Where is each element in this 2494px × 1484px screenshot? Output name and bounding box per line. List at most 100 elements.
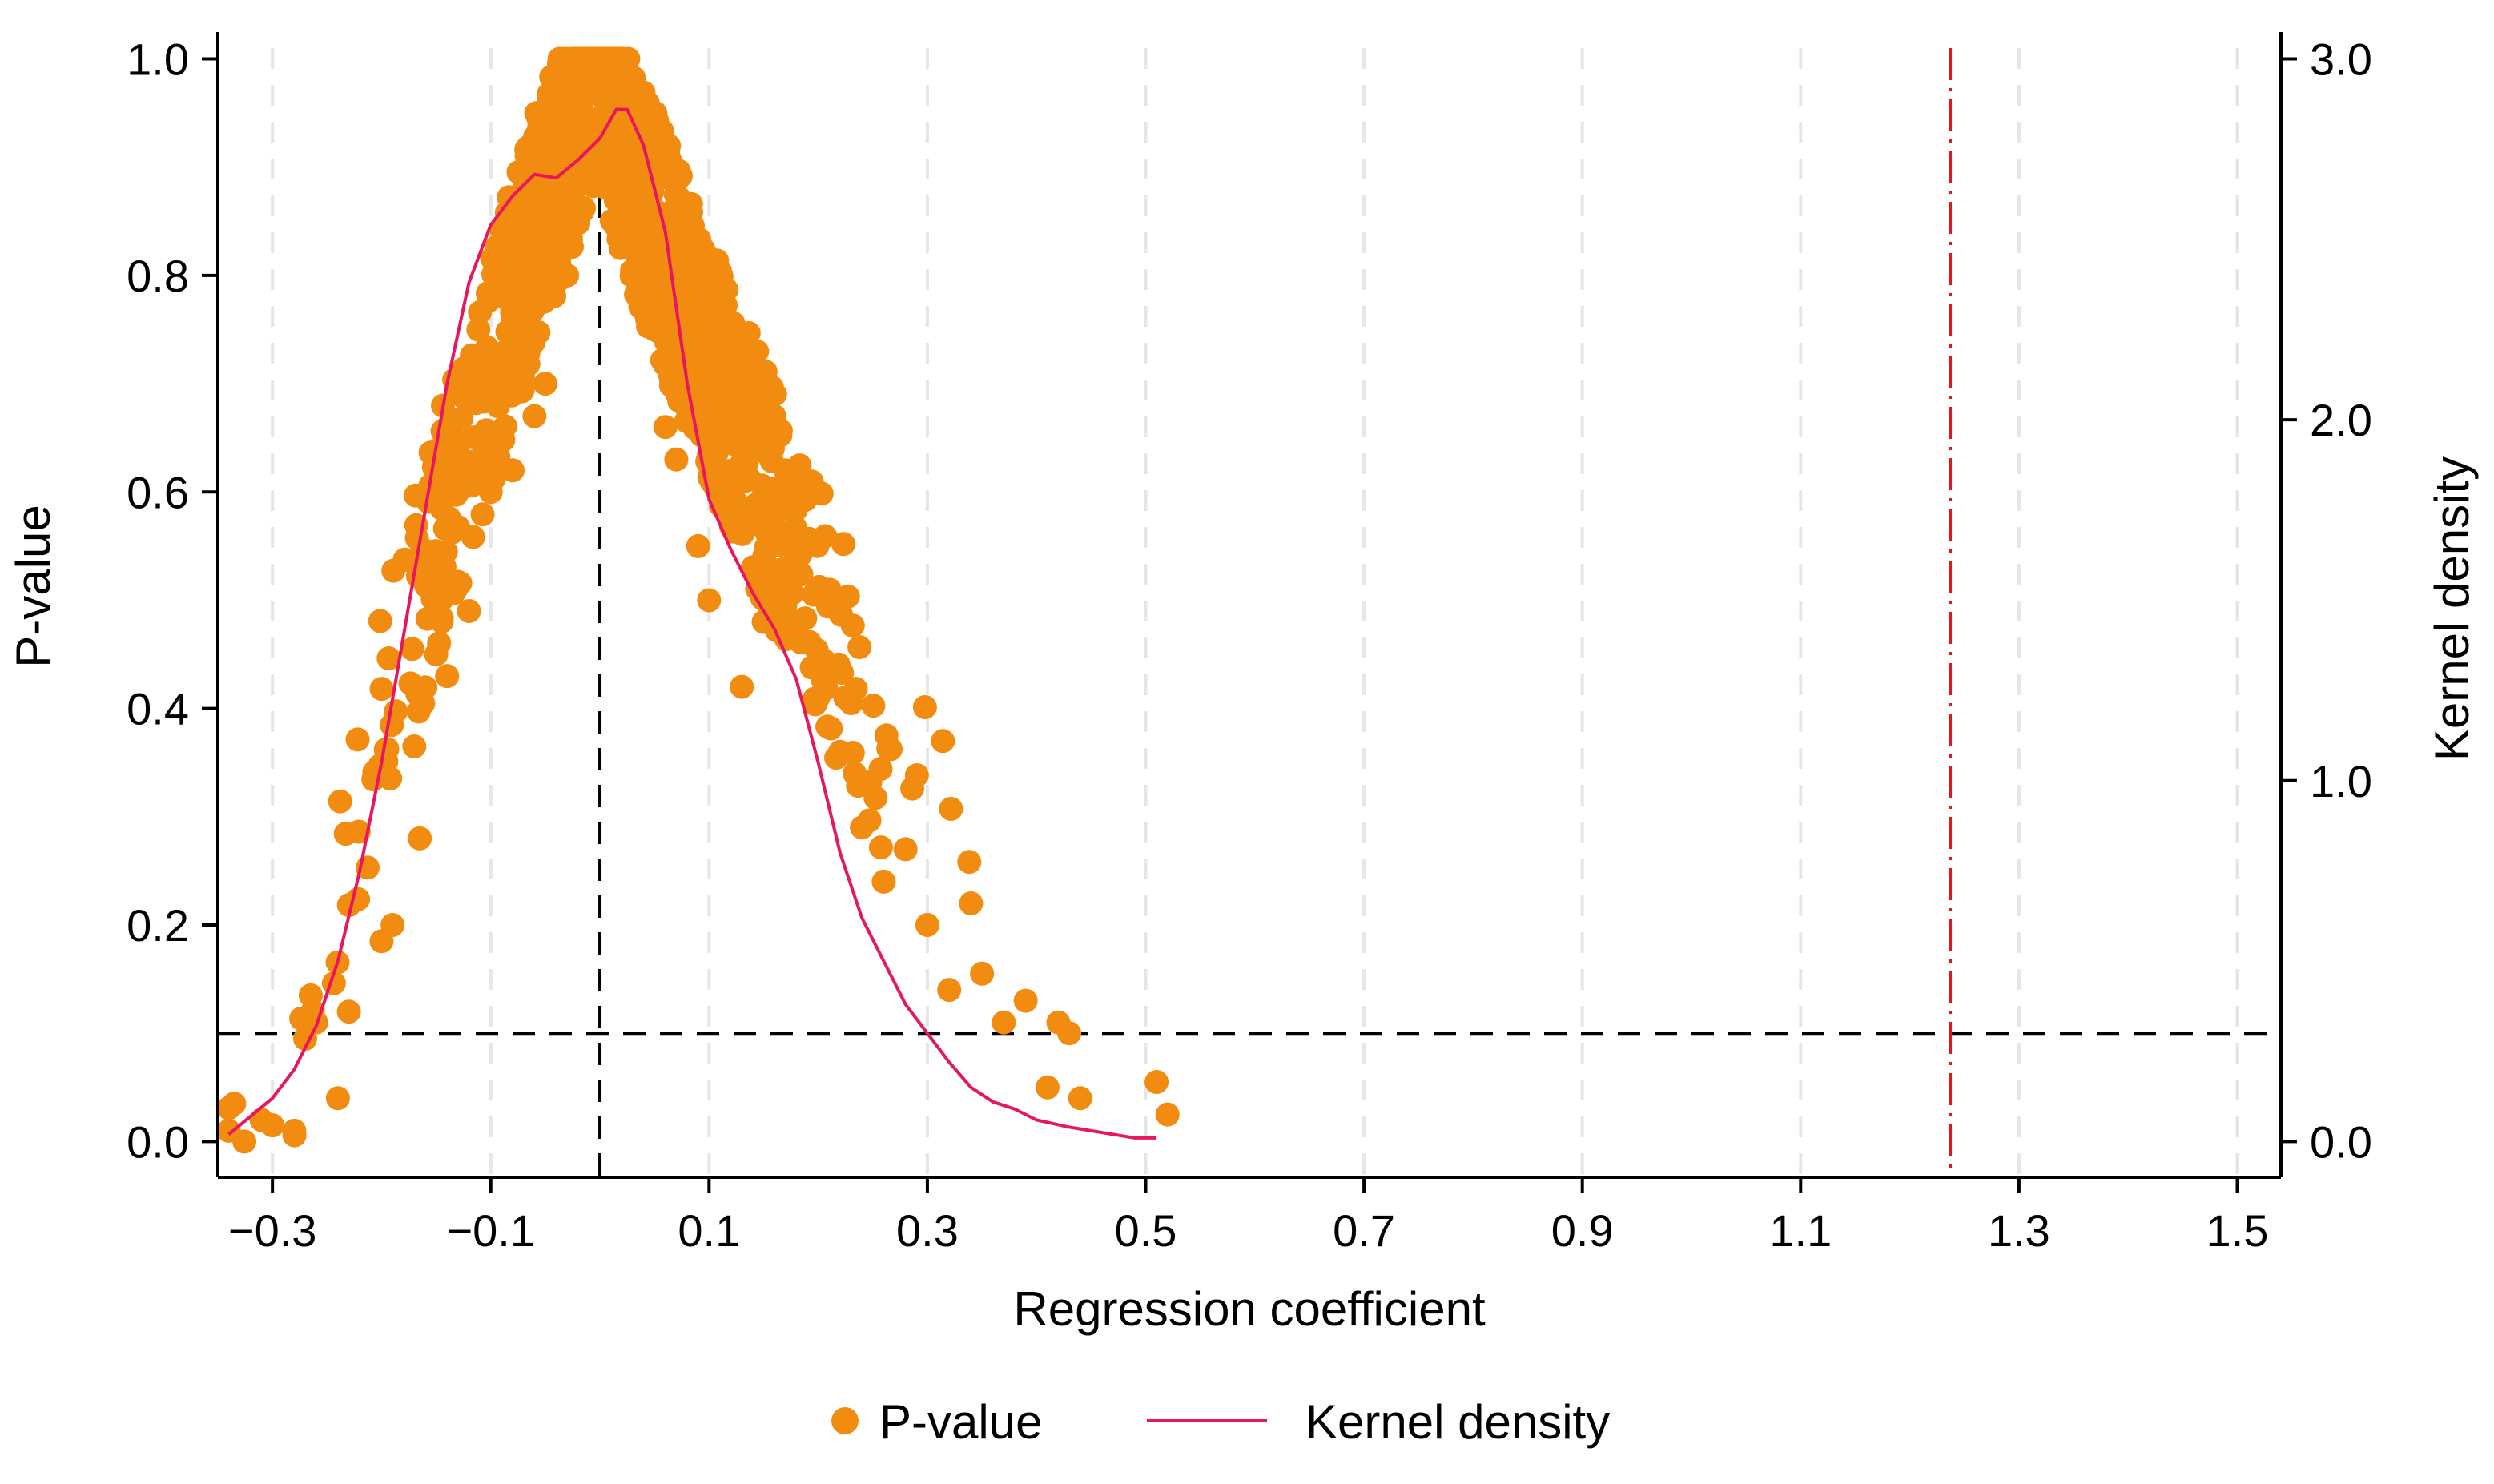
- pvalue-point: [931, 729, 955, 754]
- pvalue-point: [436, 441, 460, 466]
- pvalue-point: [537, 280, 561, 304]
- pvalue-point: [722, 475, 746, 500]
- pvalue-point: [611, 199, 636, 224]
- pvalue-point: [557, 121, 582, 146]
- x-tick-label: −0.1: [446, 1205, 535, 1256]
- pvalue-point: [840, 613, 865, 638]
- left-y-axis-ticks: 0.0 0.2 0.4 0.6 0.8 1.0: [127, 34, 218, 1167]
- pvalue-point: [893, 837, 918, 862]
- pvalue-point: [804, 637, 829, 662]
- x-tick-label: −0.3: [228, 1205, 317, 1256]
- pvalue-point: [499, 236, 524, 261]
- pvalue-point: [345, 727, 370, 752]
- right-y-tick-label: 1.0: [2310, 756, 2372, 806]
- pvalue-point: [868, 835, 893, 860]
- pvalue-point: [756, 524, 780, 549]
- pvalue-point: [400, 637, 424, 662]
- pvalue-point: [553, 93, 578, 117]
- x-tick-label: 0.3: [896, 1205, 959, 1256]
- pvalue-point: [664, 447, 689, 472]
- pvalue-point: [328, 789, 352, 814]
- pvalue-point: [653, 415, 678, 440]
- x-tick-label: 1.1: [1769, 1205, 1832, 1256]
- x-tick-label: 1.5: [2206, 1205, 2269, 1256]
- pvalue-point: [472, 389, 496, 414]
- pvalue-point: [435, 664, 460, 689]
- pvalue-point: [432, 473, 457, 498]
- pvalue-point: [376, 646, 401, 670]
- right-y-axis-title: Kernel density: [2425, 456, 2479, 761]
- pvalue-point: [429, 605, 454, 630]
- pvalue-point: [664, 169, 689, 194]
- pvalue-point: [512, 316, 537, 341]
- pvalue-point: [449, 406, 473, 431]
- pvalue-point: [686, 533, 710, 558]
- pvalue-point: [774, 472, 798, 497]
- left-y-tick-label: 0.0: [127, 1116, 189, 1167]
- pvalue-point: [783, 613, 808, 638]
- pvalue-point: [703, 312, 727, 336]
- pvalue-point: [424, 567, 449, 592]
- pvalue-point: [861, 694, 886, 718]
- legend-kde-label: Kernel density: [1305, 1395, 1610, 1449]
- right-y-tick-label: 2.0: [2310, 395, 2372, 445]
- reference-lines: [218, 48, 2281, 1177]
- pvalue-point: [1057, 1021, 1082, 1046]
- pvalue-point: [729, 452, 754, 477]
- pvalue-point: [636, 314, 661, 339]
- pvalue-point: [373, 737, 398, 762]
- pvalue-point: [657, 358, 682, 383]
- pvalue-point: [430, 419, 455, 444]
- pvalue-point: [282, 1123, 307, 1148]
- pvalue-point: [731, 418, 756, 443]
- pvalue-point: [289, 1006, 314, 1031]
- pvalue-point: [734, 506, 758, 531]
- pvalue-point: [752, 544, 777, 569]
- legend-pvalue-label: P-value: [879, 1395, 1042, 1449]
- pvalue-point: [815, 594, 840, 619]
- pvalue-point: [666, 233, 690, 258]
- pvalue-point: [847, 635, 872, 659]
- pvalue-point: [939, 797, 963, 821]
- pvalue-point: [619, 90, 643, 115]
- pvalue-point: [606, 227, 631, 251]
- pvalue-point: [368, 609, 392, 633]
- pvalue-point: [411, 691, 436, 716]
- pvalue-point: [561, 67, 586, 92]
- pvalue-point: [336, 893, 361, 918]
- pvalue-point: [468, 300, 493, 324]
- pvalue-point: [216, 1096, 241, 1120]
- pvalue-point: [533, 372, 557, 396]
- pvalue-point: [333, 822, 358, 847]
- pvalue-point: [863, 786, 888, 810]
- pvalue-point: [478, 456, 502, 481]
- pvalue-point: [402, 734, 427, 758]
- pvalue-point: [745, 369, 769, 394]
- pvalue-point: [912, 695, 937, 719]
- pvalue-point: [759, 589, 784, 613]
- pvalue-point: [730, 674, 754, 699]
- pvalue-point: [470, 502, 495, 527]
- right-y-axis-ticks: 0.0 1.0 2.0 3.0: [2281, 34, 2372, 1167]
- x-tick-label: 0.9: [1551, 1205, 1614, 1256]
- pvalue-point: [733, 322, 758, 347]
- pvalue-point: [524, 101, 549, 126]
- pvalue-point: [457, 599, 481, 623]
- pvalue-point: [1155, 1102, 1180, 1127]
- pvalue-point: [857, 808, 882, 833]
- pvalue-point: [427, 631, 452, 656]
- pvalue-point: [502, 203, 527, 227]
- pvalue-point: [1068, 1086, 1092, 1111]
- pvalue-point: [686, 239, 710, 264]
- pvalue-point: [757, 444, 782, 468]
- pvalue-point: [764, 499, 789, 524]
- pvalue-point: [846, 774, 871, 798]
- pvalue-point: [646, 262, 671, 287]
- x-tick-label: 0.7: [1333, 1205, 1395, 1256]
- x-tick-label: 0.1: [678, 1205, 740, 1256]
- pvalue-point: [500, 383, 525, 408]
- pvalue-point: [745, 339, 770, 364]
- right-y-tick-label: 0.0: [2310, 1116, 2372, 1167]
